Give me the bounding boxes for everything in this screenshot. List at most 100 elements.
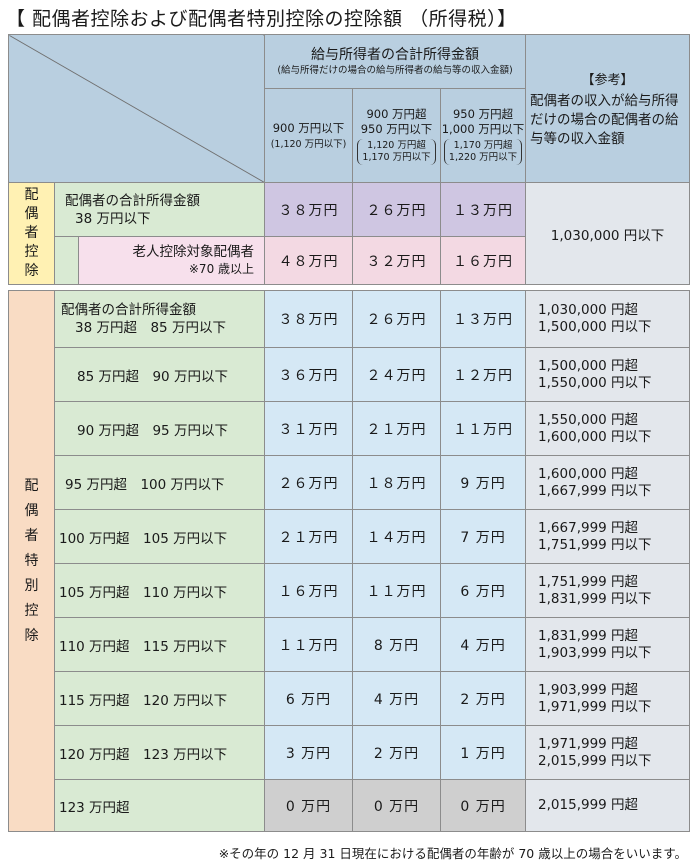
income-col-3: 950 万円超 1,000 万円以下 1,170 万円超 1,220 万円以下	[440, 88, 527, 183]
income-col-1-main: 900 万円以下	[272, 120, 345, 135]
spouse-row-2-label: 老人控除対象配偶者 ※70 歳以上	[77, 236, 266, 285]
special-row-4-ref-1: 1,600,000 円超	[538, 465, 639, 482]
special-row-1-ref: 1,030,000 円超 1,500,000 円以下	[525, 290, 691, 348]
special-row-8-ref-2: 1,971,999 円以下	[538, 698, 652, 715]
income-col-3-sub1: 1,170 万円超	[453, 139, 513, 151]
special-row-9-ref: 1,971,999 円超 2,015,999 円以下	[525, 725, 691, 780]
spouse-row-1-val-3: １３万円	[440, 182, 527, 237]
spouse-row-1-val-1: ３８万円	[264, 182, 354, 237]
header-row-2: 900 万円以下 (1,120 万円以下) 900 万円超 950 万円以下 1…	[9, 88, 690, 183]
special-row-6-ref-1: 1,751,999 円超	[538, 573, 639, 590]
special-row-7-ref-2: 1,903,999 円以下	[538, 644, 652, 661]
separator-cell	[8, 284, 690, 291]
special-row-3-val-2: ２１万円	[352, 401, 442, 456]
income-group-subtitle: (給与所得だけの場合の給与所得者の給与等の収入金額)	[277, 65, 513, 76]
spouse-row-1: 配偶者控除 配偶者の合計所得金額 38 万円以下 ３８万円 ２６万円 １３万円 …	[8, 182, 691, 285]
special-row-9-ref-2: 2,015,999 円以下	[538, 752, 652, 769]
special-row-2-ref-1: 1,500,000 円超	[538, 357, 639, 374]
special-row-9: 120 万円超 123 万円以下 3 万円 2 万円 1 万円 1,971,99…	[9, 725, 691, 780]
special-row-9-val-2: 2 万円	[352, 725, 442, 780]
special-row-10: 123 万円超 0 万円 0 万円 0 万円 2,015,999 円超	[9, 779, 691, 832]
special-row-10-val-3: 0 万円	[440, 779, 527, 832]
income-col-3-sub2: 1,220 万円以下	[448, 151, 518, 163]
special-row-3-val-1: ３１万円	[264, 401, 354, 456]
special-row-1-range: 38 万円超 85 万円以下	[75, 320, 226, 336]
special-row-9-ref-1: 1,971,999 円超	[538, 735, 639, 752]
special-row-5-ref-2: 1,751,999 円以下	[538, 536, 652, 553]
section-separator	[8, 284, 690, 291]
special-row-3-ref-2: 1,600,000 円以下	[538, 428, 652, 445]
special-row-7-val-3: 4 万円	[440, 617, 527, 672]
special-row-4-val-2: １８万円	[352, 455, 442, 510]
income-col-1-sub: (1,120 万円以下)	[270, 138, 347, 150]
spouse-row-1-label-line2: 38 万円以下	[75, 210, 151, 227]
special-row-4-ref: 1,600,000 円超 1,667,999 円以下	[525, 455, 691, 510]
special-row-7: 110 万円超 115 万円以下 １１万円 8 万円 4 万円 1,831,99…	[9, 617, 691, 672]
special-row-2-val-3: １２万円	[440, 347, 527, 402]
income-col-2-bracket: 1,120 万円超 1,170 万円以下	[357, 138, 436, 165]
special-row-5-ref: 1,667,999 円超 1,751,999 円以下	[525, 509, 691, 564]
special-row-6: 105 万円超 110 万円以下 １６万円 １１万円 6 万円 1,751,99…	[9, 563, 691, 618]
special-row-6-val-2: １１万円	[352, 563, 442, 618]
deduction-table: 給与所得者の合計所得金額 (給与所得だけの場合の給与所得者の給与等の収入金額) …	[7, 34, 691, 832]
special-row-7-range: 110 万円超 115 万円以下	[53, 617, 266, 672]
special-row-6-ref-2: 1,831,999 円以下	[538, 590, 652, 607]
special-row-1: 配偶者特別控除 配偶者の合計所得金額 38 万円超 85 万円以下 ３８万円 ２…	[8, 290, 691, 832]
special-row-3-range: 90 万円超 95 万円以下	[53, 401, 266, 456]
special-row-5-val-3: 7 万円	[440, 509, 527, 564]
corner-diagonal-cell	[7, 34, 266, 183]
special-row-6-range: 105 万円超 110 万円以下	[53, 563, 266, 618]
special-row-9-range: 120 万円超 123 万円以下	[53, 725, 266, 780]
special-row-8-val-1: 6 万円	[264, 671, 354, 726]
spouse-row-2-label-line2: ※70 歳以上	[188, 261, 255, 276]
special-row-10-val-2: 0 万円	[352, 779, 442, 832]
spouse-row-2-val-2: ３２万円	[352, 236, 442, 285]
spouse-row-1-val-2: ２６万円	[352, 182, 442, 237]
special-row-4: 95 万円超 100 万円以下 ２６万円 １８万円 9 万円 1,600,000…	[9, 455, 691, 510]
special-row-1-label-line1: 配偶者の合計所得金額	[61, 302, 196, 318]
income-col-2-sub1: 1,120 万円超	[367, 139, 426, 151]
spouse-row-2: 老人控除対象配偶者 ※70 歳以上 ４８万円 ３２万円 １６万円	[9, 236, 690, 285]
reference-text: 配偶者の収入が給与所得だけの場合の配偶者の給与等の収入金額	[530, 92, 679, 147]
special-row-3-ref-1: 1,550,000 円超	[538, 411, 639, 428]
special-row-6-ref: 1,751,999 円超 1,831,999 円以下	[525, 563, 691, 618]
special-row-5-val-2: １４万円	[352, 509, 442, 564]
spouse-row-2-val-3: １６万円	[440, 236, 527, 285]
special-row-2-range: 85 万円超 90 万円以下	[53, 347, 266, 402]
special-deduction-label-text: 配偶者特別控除	[24, 477, 39, 644]
spouse-row-1-label-line1: 配偶者の合計所得金額	[65, 192, 200, 209]
special-row-2-val-2: ２４万円	[352, 347, 442, 402]
special-row-1-val-1: ３８万円	[264, 290, 354, 348]
special-row-4-val-1: ２６万円	[264, 455, 354, 510]
special-row-8: 115 万円超 120 万円以下 6 万円 4 万円 2 万円 1,903,99…	[9, 671, 691, 726]
special-row-1-val-3: １３万円	[440, 290, 527, 348]
special-row-5-range: 100 万円超 105 万円以下	[53, 509, 266, 564]
special-row-5: 100 万円超 105 万円以下 ２１万円 １４万円 7 万円 1,667,99…	[9, 509, 691, 564]
special-row-1-val-2: ２６万円	[352, 290, 442, 348]
special-deduction-label: 配偶者特別控除	[8, 290, 55, 832]
special-row-10-val-1: 0 万円	[264, 779, 354, 832]
income-group-header: 給与所得者の合計所得金額 (給与所得だけの場合の給与所得者の給与等の収入金額)	[264, 34, 527, 89]
income-col-1: 900 万円以下 (1,120 万円以下)	[264, 88, 354, 183]
spouse-row-1-label: 配偶者の合計所得金額 38 万円以下	[53, 182, 266, 237]
special-row-10-ref: 2,015,999 円超	[525, 779, 691, 832]
special-row-8-val-3: 2 万円	[440, 671, 527, 726]
special-row-8-val-2: 4 万円	[352, 671, 442, 726]
special-row-4-ref-2: 1,667,999 円以下	[538, 482, 652, 499]
special-row-7-ref: 1,831,999 円超 1,903,999 円以下	[525, 617, 691, 672]
special-row-6-val-3: 6 万円	[440, 563, 527, 618]
special-row-1-ref-1: 1,030,000 円超	[538, 302, 639, 318]
special-row-9-val-3: 1 万円	[440, 725, 527, 780]
special-row-7-val-1: １１万円	[264, 617, 354, 672]
special-row-8-range: 115 万円超 120 万円以下	[53, 671, 266, 726]
special-row-8-ref-1: 1,903,999 円超	[538, 681, 639, 698]
income-col-3-bracket: 1,170 万円超 1,220 万円以下	[443, 138, 523, 165]
spouse-row-2-indent	[54, 236, 79, 285]
special-row-7-ref-1: 1,831,999 円超	[538, 627, 639, 644]
income-col-2: 900 万円超 950 万円以下 1,120 万円超 1,170 万円以下	[352, 88, 442, 183]
special-row-3-ref: 1,550,000 円超 1,600,000 円以下	[525, 401, 691, 456]
special-row-6-val-1: １６万円	[264, 563, 354, 618]
spouse-row-2-label-line1: 老人控除対象配偶者	[132, 243, 255, 260]
income-col-2-sub2: 1,170 万円以下	[362, 151, 431, 163]
income-group-title: 給与所得者の合計所得金額	[311, 47, 480, 63]
